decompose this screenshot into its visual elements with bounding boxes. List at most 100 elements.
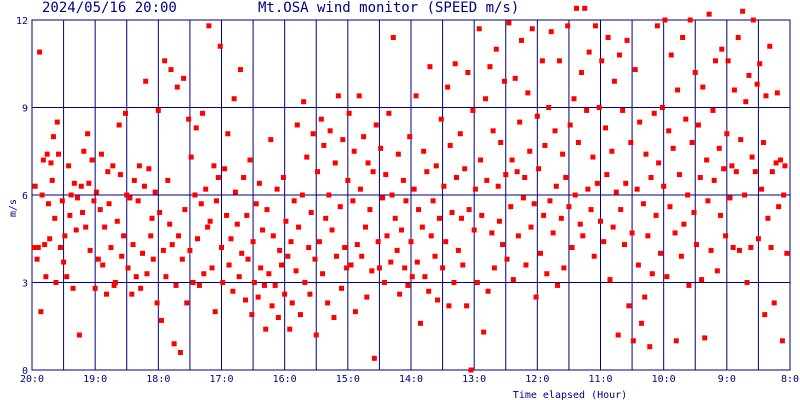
data-point [629, 230, 635, 236]
data-point [67, 212, 73, 218]
data-point [318, 116, 324, 122]
data-point [708, 247, 714, 253]
data-point [106, 201, 112, 207]
data-point [356, 93, 362, 99]
data-point [144, 271, 150, 277]
data-point [594, 180, 600, 186]
data-point [224, 212, 230, 218]
data-point [653, 212, 659, 218]
data-point [765, 215, 771, 221]
y-tick-label: 9 [22, 104, 28, 115]
data-point [496, 218, 502, 224]
x-tick-label: 20:0 [20, 374, 44, 385]
data-point [426, 288, 432, 294]
data-point [255, 294, 261, 300]
data-point [447, 142, 453, 148]
data-point [687, 17, 693, 23]
data-point [742, 192, 748, 198]
data-point [140, 250, 146, 256]
data-point [37, 49, 43, 55]
data-point [380, 195, 386, 201]
data-point [642, 294, 648, 300]
data-point [301, 99, 307, 105]
data-point [205, 224, 211, 230]
data-point [130, 242, 136, 248]
data-point [628, 140, 634, 145]
data-point [39, 192, 45, 198]
data-point [624, 37, 630, 43]
data-point [692, 70, 698, 75]
data-point [299, 192, 305, 198]
data-point [485, 288, 491, 294]
data-point [616, 52, 622, 58]
x-tick-label: 10:0 [652, 374, 676, 385]
data-point [390, 35, 396, 40]
data-point [198, 201, 204, 207]
data-point [188, 154, 194, 160]
data-point [771, 300, 777, 306]
data-point [635, 262, 641, 268]
data-point [430, 198, 436, 204]
data-point [613, 189, 619, 195]
data-point [234, 221, 240, 227]
data-point [260, 227, 266, 233]
data-point [591, 253, 597, 259]
data-point [664, 274, 670, 280]
x-tick-label: 13:0 [462, 374, 486, 385]
data-point [34, 256, 40, 262]
data-point [275, 315, 281, 320]
data-point [419, 224, 425, 230]
data-point [105, 169, 111, 175]
data-point [122, 110, 128, 116]
data-point [719, 46, 725, 52]
data-point [331, 315, 337, 320]
data-point [110, 163, 116, 169]
data-point [95, 256, 101, 262]
data-point [376, 265, 382, 271]
x-tick-label: 19:0 [83, 374, 107, 385]
data-point [117, 172, 123, 178]
data-point [680, 35, 686, 40]
data-point [187, 247, 193, 253]
data-point [705, 198, 711, 204]
data-point [167, 221, 173, 227]
data-point [74, 195, 80, 201]
data-point [388, 259, 394, 265]
data-point [44, 151, 50, 157]
data-point [471, 227, 477, 233]
x-tick-label: 15:0 [336, 374, 360, 385]
data-point [592, 23, 598, 29]
data-point [647, 344, 653, 350]
data-point [782, 163, 788, 169]
data-point [472, 186, 478, 192]
data-point [421, 148, 427, 154]
data-point [236, 274, 242, 280]
data-point [59, 198, 65, 204]
data-point [196, 282, 202, 288]
data-point [231, 96, 237, 102]
data-point [683, 116, 689, 122]
data-point [279, 262, 285, 268]
x-axis-label: Time elapsed (Hour) [513, 390, 627, 400]
data-point [212, 309, 218, 315]
data-point [510, 277, 516, 283]
data-point [436, 215, 442, 221]
data-point [567, 122, 573, 128]
data-point [749, 154, 755, 160]
data-point [433, 163, 439, 169]
data-point [746, 72, 752, 78]
data-point [371, 355, 377, 361]
data-point [116, 122, 122, 128]
data-point [381, 280, 387, 285]
data-point [320, 271, 326, 277]
data-point [561, 265, 567, 271]
data-point [565, 23, 571, 29]
data-point [302, 280, 308, 285]
data-point [209, 265, 215, 271]
data-point [721, 166, 727, 172]
data-point [773, 160, 779, 166]
data-point [686, 282, 692, 288]
data-point [182, 207, 188, 213]
data-point [226, 262, 232, 268]
data-point [729, 163, 735, 169]
